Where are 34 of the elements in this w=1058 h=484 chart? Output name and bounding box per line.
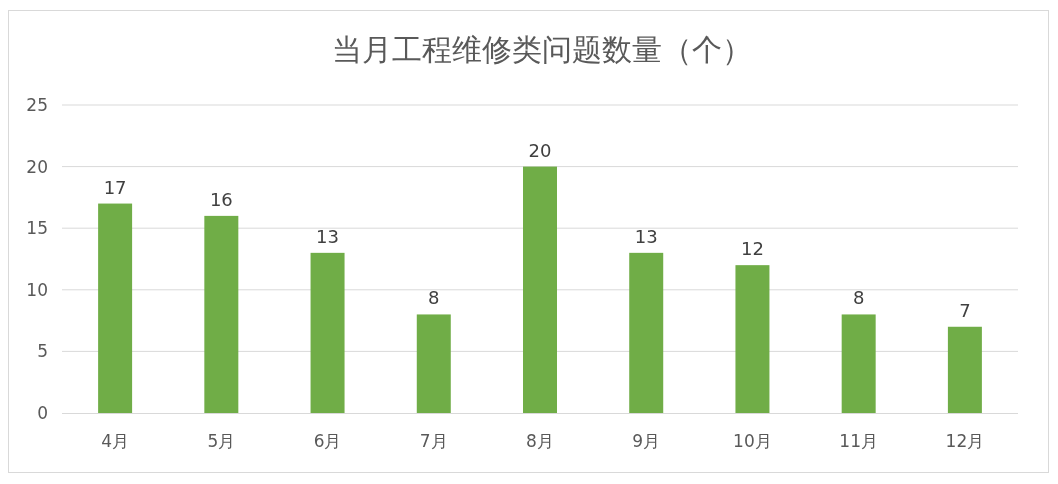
data-label: 13	[634, 225, 658, 247]
bar	[947, 326, 982, 413]
x-tick-label: 10月	[733, 431, 772, 451]
data-label: 7	[959, 299, 971, 321]
bar	[523, 166, 557, 413]
y-tick-label: 25	[26, 95, 48, 115]
y-tick-label: 0	[37, 403, 48, 423]
bar	[310, 252, 345, 413]
x-tick-label: 8月	[526, 431, 554, 451]
data-label: 8	[852, 287, 865, 309]
y-tick-label: 15	[26, 218, 48, 239]
bar	[841, 314, 876, 413]
y-tick-label: 10	[26, 279, 48, 300]
x-tick-label: 6月	[313, 431, 342, 451]
x-tick-label: 4月	[101, 431, 130, 451]
x-tick-label: 5月	[207, 431, 236, 451]
data-label: 16	[209, 188, 233, 210]
y-tick-label: 5	[37, 341, 48, 362]
x-tick-label: 11月	[839, 431, 878, 451]
data-label: 8	[428, 287, 440, 309]
x-tick-label: 12月	[945, 431, 985, 451]
bar	[204, 215, 239, 413]
data-label: 17	[103, 176, 127, 198]
y-tick-label: 20	[26, 156, 48, 177]
data-label: 13	[316, 225, 340, 247]
x-tick-label: 7月	[419, 431, 448, 451]
bar	[735, 265, 770, 413]
data-label: 12	[740, 238, 764, 260]
data-label: 20	[528, 139, 552, 161]
bar	[416, 314, 451, 413]
bar	[629, 252, 664, 413]
x-tick-label: 9月	[632, 431, 661, 451]
bar	[98, 203, 133, 413]
chart-title: 当月工程维修类问题数量（个）	[332, 32, 752, 67]
